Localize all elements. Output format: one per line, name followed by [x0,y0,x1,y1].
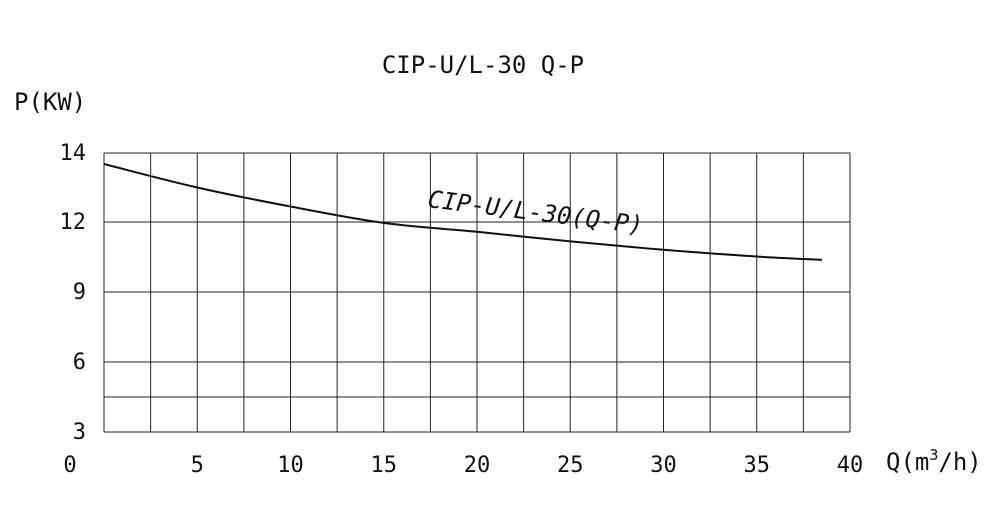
x-tick-label: 30 [650,453,677,478]
x-tick-label: 25 [557,453,584,478]
tick-labels: 0 5 10 15 20 25 30 35 40 14 12 9 6 3 [60,141,864,478]
x-tick-label: 0 [63,453,76,478]
x-axis-label-rest: /h) [938,448,981,476]
y-tick-label: 6 [73,350,86,375]
chart-title: CIP-U/L-30 Q-P [382,51,584,79]
x-axis-label-q: Q(m [886,448,929,476]
y-axis-label: P(KW) [14,88,86,116]
series-label: CIP-U/L-30(Q-P) [426,185,645,239]
y-tick-label: 3 [73,420,86,445]
y-tick-label: 12 [60,210,87,235]
x-tick-label: 20 [464,453,491,478]
x-tick-label: 40 [837,453,864,478]
x-axis-label-sup: 3 [929,446,938,464]
x-tick-label: 10 [277,453,304,478]
y-tick-label: 9 [73,280,86,305]
series-layer [103,163,823,261]
x-tick-label: 35 [744,453,771,478]
grid [103,152,851,433]
x-tick-label: 15 [371,453,398,478]
x-axis-label: Q(m3/h) [886,446,982,476]
x-tick-label: 5 [191,453,204,478]
series-line [103,163,823,261]
y-tick-label: 14 [60,141,87,166]
